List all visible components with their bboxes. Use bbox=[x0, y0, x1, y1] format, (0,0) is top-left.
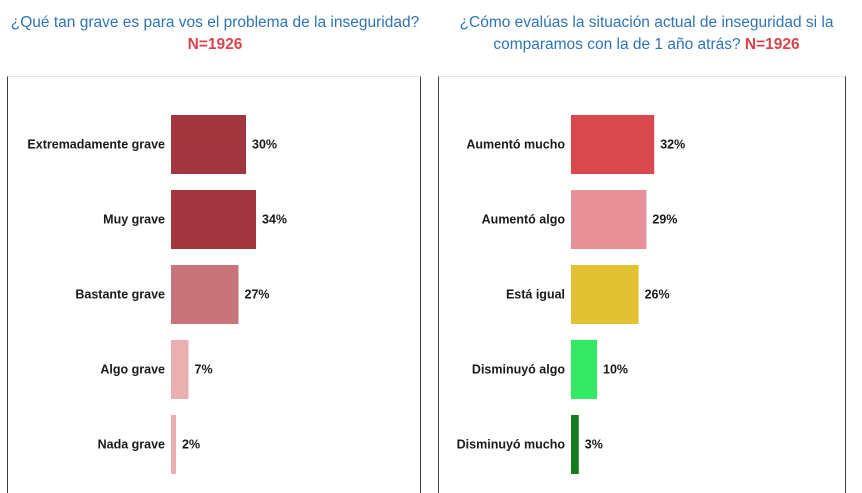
category-label: Extremadamente grave bbox=[27, 138, 165, 152]
category-label: Aumentó mucho bbox=[466, 138, 565, 152]
bar-severity-4 bbox=[171, 415, 176, 474]
category-label: Bastante grave bbox=[75, 288, 165, 302]
bar-severity-3 bbox=[171, 340, 189, 399]
data-label: 2% bbox=[182, 438, 200, 452]
bar-severity-1 bbox=[171, 190, 256, 249]
data-label: 10% bbox=[603, 363, 628, 377]
category-label: Algo grave bbox=[100, 363, 165, 377]
data-label: 7% bbox=[195, 363, 213, 377]
data-label: 30% bbox=[252, 138, 277, 152]
category-label: Disminuyó algo bbox=[472, 363, 565, 377]
chart-panel-severity: ¿Qué tan grave es para vos el problema d… bbox=[0, 0, 430, 493]
chart-title-text: ¿Cómo evalúas la situación actual de ins… bbox=[459, 14, 834, 53]
data-label: 27% bbox=[245, 288, 270, 302]
bar-comparison-2 bbox=[571, 265, 639, 324]
data-label: 29% bbox=[652, 213, 677, 227]
chart-frame bbox=[438, 76, 846, 493]
data-label: 34% bbox=[262, 213, 287, 227]
bar-chart-severity: Extremadamente grave 30% Muy grave 34% Basta… bbox=[27, 115, 287, 474]
bar-severity-2 bbox=[171, 265, 239, 324]
bar-comparison-4 bbox=[571, 415, 579, 474]
category-label: Está igual bbox=[506, 288, 565, 302]
chart-title-text: ¿Qué tan grave es para vos el problema d… bbox=[10, 14, 420, 31]
chart-panel-comparison: ¿Cómo evalúas la situación actual de ins… bbox=[431, 0, 862, 493]
bar-comparison-0 bbox=[571, 115, 655, 174]
data-label: 3% bbox=[585, 438, 603, 452]
chart-title-severity: ¿Qué tan grave es para vos el problema d… bbox=[0, 12, 430, 56]
bar-chart-comparison: Aumentó mucho 32% Aumentó algo 29% Está igua… bbox=[457, 115, 685, 474]
category-label: Nada grave bbox=[98, 438, 165, 452]
category-label: Aumentó algo bbox=[482, 213, 566, 227]
data-label: 26% bbox=[645, 288, 670, 302]
chart-title-comparison: ¿Cómo evalúas la situación actual de ins… bbox=[431, 12, 862, 56]
chart-frame bbox=[7, 76, 421, 493]
bar-severity-0 bbox=[171, 115, 246, 174]
category-label: Disminuyó mucho bbox=[457, 438, 566, 452]
data-label: 32% bbox=[660, 138, 685, 152]
bar-comparison-1 bbox=[571, 190, 647, 249]
category-label: Muy grave bbox=[103, 213, 165, 227]
sample-size-label: N=1926 bbox=[187, 36, 243, 53]
bar-comparison-3 bbox=[571, 340, 597, 399]
sample-size-label: N=1926 bbox=[744, 36, 800, 53]
